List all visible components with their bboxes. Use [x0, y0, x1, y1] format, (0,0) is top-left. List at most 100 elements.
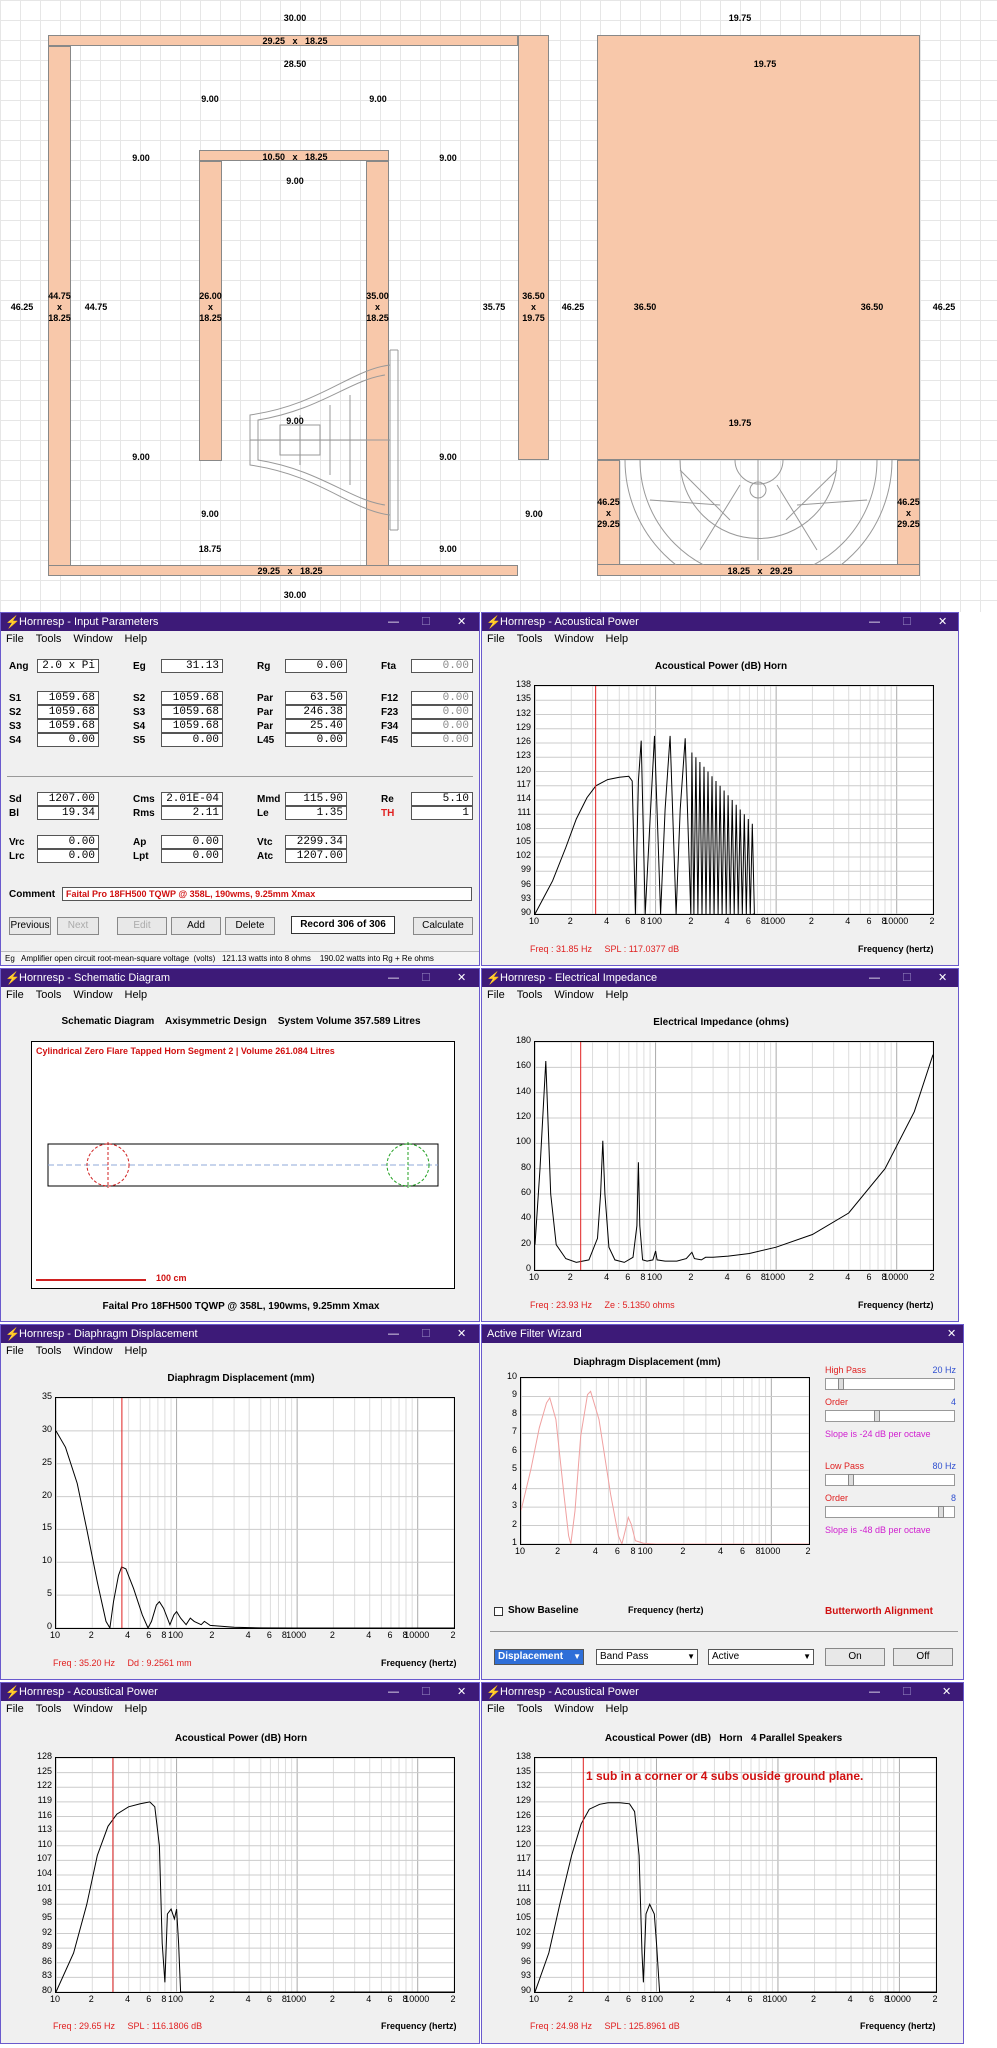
impedance-plot[interactable] — [534, 1041, 934, 1271]
close-icon[interactable]: ✕ — [947, 1328, 957, 1340]
close-icon[interactable]: ✕ — [457, 1328, 467, 1340]
high-pass-slider[interactable] — [825, 1378, 955, 1390]
maximize-icon[interactable]: ☐ — [902, 616, 912, 628]
param-field-sd[interactable]: 1207.00 — [37, 792, 99, 806]
param-field-cms[interactable]: 2.01E-04 — [161, 792, 223, 806]
menu-window[interactable]: Window — [554, 989, 594, 1001]
param-field-re[interactable]: 5.10 — [411, 792, 473, 806]
param-field-par[interactable]: 63.50 — [285, 691, 347, 705]
menu-file[interactable]: File — [487, 989, 505, 1001]
menu-file[interactable]: File — [487, 633, 505, 645]
param-field-l45[interactable]: 0.00 — [285, 733, 347, 747]
maximize-icon[interactable]: ☐ — [902, 1686, 912, 1698]
on-button[interactable]: On — [825, 1648, 885, 1666]
comment-field[interactable]: Faital Pro 18FH500 TQWP @ 358L, 190wms, … — [62, 887, 472, 901]
close-icon[interactable]: ✕ — [938, 972, 948, 984]
wizard-displacement-plot[interactable] — [520, 1377, 810, 1545]
menu-tools[interactable]: Tools — [35, 989, 62, 1001]
param-field-ang[interactable]: 2.0 x Pi — [37, 659, 99, 673]
menu-window[interactable]: Window — [554, 1703, 594, 1715]
menu-tools[interactable]: Tools — [516, 1703, 543, 1715]
menu-help[interactable]: Help — [605, 1703, 629, 1715]
lp-order-slider[interactable] — [825, 1506, 955, 1518]
menu-file[interactable]: File — [487, 1703, 505, 1715]
param-field-s4[interactable]: 1059.68 — [161, 719, 223, 733]
param-field-f45[interactable]: 0.00 — [411, 733, 473, 747]
param-field-f23[interactable]: 0.00 — [411, 705, 473, 719]
previous-button[interactable]: Previous — [9, 917, 51, 935]
minimize-icon[interactable]: — — [869, 616, 880, 628]
close-icon[interactable]: ✕ — [942, 1686, 952, 1698]
minimize-icon[interactable]: — — [388, 1686, 399, 1698]
param-field-s3[interactable]: 1059.68 — [37, 719, 99, 733]
menu-tools[interactable]: Tools — [35, 633, 62, 645]
filter-kind-select[interactable]: Active — [708, 1649, 814, 1665]
param-field-vtc[interactable]: 2299.34 — [285, 835, 347, 849]
delete-button[interactable]: Delete — [225, 917, 275, 935]
close-icon[interactable]: ✕ — [457, 1686, 467, 1698]
menu-file[interactable]: File — [6, 989, 24, 1001]
spl-plot[interactable] — [55, 1757, 455, 1993]
param-field-vrc[interactable]: 0.00 — [37, 835, 99, 849]
param-field-s5[interactable]: 0.00 — [161, 733, 223, 747]
calculate-button[interactable]: Calculate — [413, 917, 473, 935]
close-icon[interactable]: ✕ — [457, 972, 467, 984]
menu-window[interactable]: Window — [73, 1703, 113, 1715]
maximize-icon[interactable]: ☐ — [421, 616, 431, 628]
param-field-th[interactable]: 1 — [411, 806, 473, 820]
minimize-icon[interactable]: — — [388, 1328, 399, 1340]
menu-file[interactable]: File — [6, 1703, 24, 1715]
param-field-f12[interactable]: 0.00 — [411, 691, 473, 705]
menu-file[interactable]: File — [6, 1345, 24, 1357]
close-icon[interactable]: ✕ — [457, 616, 467, 628]
menu-window[interactable]: Window — [73, 633, 113, 645]
spl-plot[interactable] — [534, 1757, 937, 1993]
menu-tools[interactable]: Tools — [516, 989, 543, 1001]
param-field-atc[interactable]: 1207.00 — [285, 849, 347, 863]
menu-window[interactable]: Window — [73, 1345, 113, 1357]
param-field-s3[interactable]: 1059.68 — [161, 705, 223, 719]
param-field-fta[interactable]: 0.00 — [411, 659, 473, 673]
close-icon[interactable]: ✕ — [938, 616, 948, 628]
menu-window[interactable]: Window — [554, 633, 594, 645]
minimize-icon[interactable]: — — [388, 972, 399, 984]
param-field-par[interactable]: 25.40 — [285, 719, 347, 733]
filter-type-select[interactable]: Band Pass — [596, 1649, 698, 1665]
show-baseline-checkbox[interactable] — [494, 1607, 503, 1616]
maximize-icon[interactable]: ☐ — [902, 972, 912, 984]
displacement-plot[interactable] — [55, 1397, 455, 1629]
menu-help[interactable]: Help — [605, 633, 629, 645]
next-button[interactable]: Next — [57, 917, 99, 935]
param-field-eg[interactable]: 31.13 — [161, 659, 223, 673]
param-field-s4[interactable]: 0.00 — [37, 733, 99, 747]
param-field-le[interactable]: 1.35 — [285, 806, 347, 820]
param-field-s1[interactable]: 1059.68 — [37, 691, 99, 705]
menu-help[interactable]: Help — [124, 1703, 148, 1715]
param-field-rg[interactable]: 0.00 — [285, 659, 347, 673]
add-button[interactable]: Add — [171, 917, 221, 935]
param-field-rms[interactable]: 2.11 — [161, 806, 223, 820]
param-field-lrc[interactable]: 0.00 — [37, 849, 99, 863]
spl-plot[interactable] — [534, 685, 934, 915]
param-field-bl[interactable]: 19.34 — [37, 806, 99, 820]
param-field-f34[interactable]: 0.00 — [411, 719, 473, 733]
menu-tools[interactable]: Tools — [35, 1345, 62, 1357]
maximize-icon[interactable]: ☐ — [421, 972, 431, 984]
maximize-icon[interactable]: ☐ — [421, 1686, 431, 1698]
minimize-icon[interactable]: — — [869, 1686, 880, 1698]
menu-file[interactable]: File — [6, 633, 24, 645]
edit-button[interactable]: Edit — [117, 917, 167, 935]
param-field-s2[interactable]: 1059.68 — [161, 691, 223, 705]
maximize-icon[interactable]: ☐ — [421, 1328, 431, 1340]
param-field-mmd[interactable]: 115.90 — [285, 792, 347, 806]
menu-help[interactable]: Help — [124, 1345, 148, 1357]
minimize-icon[interactable]: — — [388, 616, 399, 628]
param-field-par[interactable]: 246.38 — [285, 705, 347, 719]
param-field-lpt[interactable]: 0.00 — [161, 849, 223, 863]
param-field-ap[interactable]: 0.00 — [161, 835, 223, 849]
menu-window[interactable]: Window — [73, 989, 113, 1001]
low-pass-slider[interactable] — [825, 1474, 955, 1486]
menu-help[interactable]: Help — [605, 989, 629, 1001]
menu-help[interactable]: Help — [124, 989, 148, 1001]
hp-order-slider[interactable] — [825, 1410, 955, 1422]
